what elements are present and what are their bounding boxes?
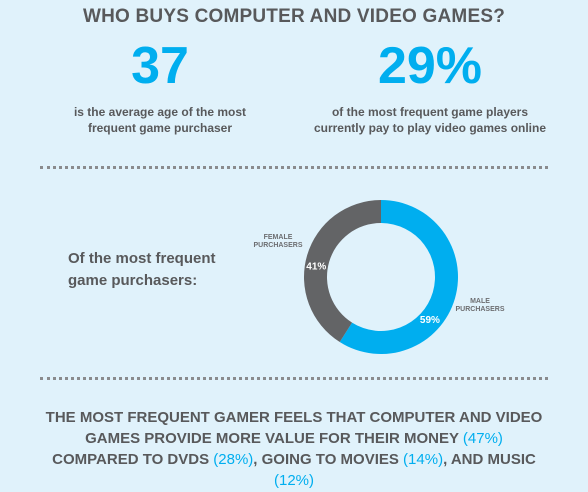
stat-line: frequent game purchaser <box>87 121 233 135</box>
legend-label: MALE PURCHASERS <box>455 298 505 313</box>
highlight-text: (12%) <box>273 472 314 489</box>
footer-text: THE MOST FREQUENT GAMER FEELS THAT COMPU… <box>40 407 548 491</box>
stat-line: is the average age of the most <box>73 105 247 119</box>
stat-line: of the most frequent game players <box>331 105 529 119</box>
stat-value: 29% <box>377 37 483 95</box>
data-label: 59% <box>420 315 440 326</box>
footer-segment: THE MOST FREQUENT GAMER FEELS THAT COMPU… <box>45 409 547 447</box>
highlight-text: (47%) <box>462 430 503 447</box>
stat-value: 37 <box>131 37 189 95</box>
legend-label: FEMALE PURCHASERS <box>253 234 303 249</box>
highlight-text: (28%) <box>213 451 254 468</box>
stat-line: currently pay to play video games online <box>313 121 547 135</box>
donut-slice <box>339 200 459 354</box>
highlight-text: (14%) <box>403 451 444 468</box>
separator <box>40 166 548 169</box>
stat-description: is the average age of the most frequent … <box>40 104 280 136</box>
footer-segment: COMPARED TO DVDS <box>52 430 508 468</box>
stat-description: of the most frequent game players curren… <box>300 104 560 136</box>
donut-slice <box>304 200 381 343</box>
footer-segment: , GOING TO MOVIES <box>253 451 404 468</box>
data-label: 41% <box>306 262 326 273</box>
separator <box>40 377 548 380</box>
title: WHO BUYS COMPUTER AND VIDEO GAMES? <box>83 6 505 27</box>
chart-title: Of the most frequent game purchasers: <box>68 250 216 289</box>
donut-chart: 59% 41% <box>304 200 459 354</box>
footer-segment: , AND MUSIC <box>443 451 541 468</box>
